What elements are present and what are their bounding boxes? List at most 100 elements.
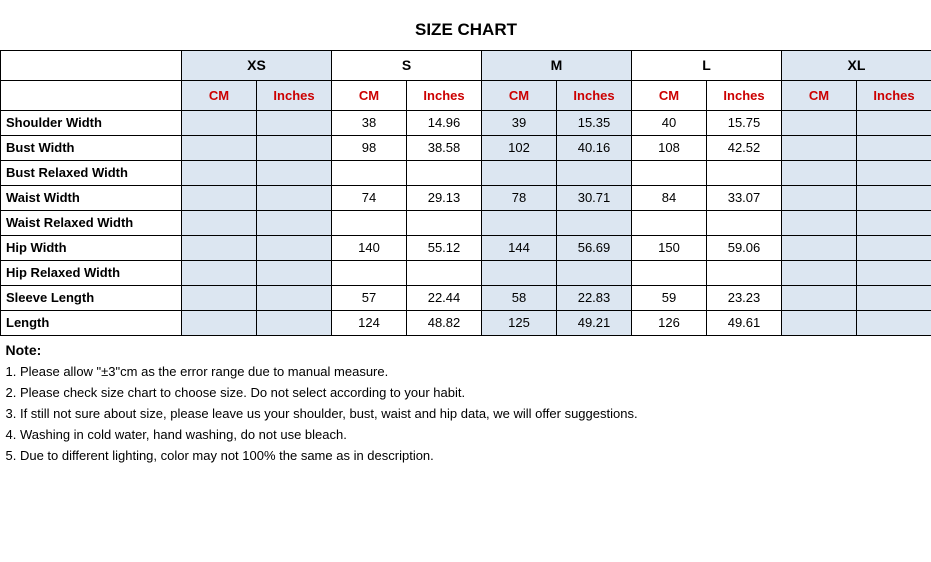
data-cell [257, 160, 332, 185]
unit-in: Inches [857, 80, 931, 110]
data-cell: 48.82 [407, 310, 482, 335]
row-label: Sleeve Length [1, 285, 182, 310]
data-cell: 58 [482, 285, 557, 310]
data-cell: 22.83 [557, 285, 632, 310]
data-cell [332, 210, 407, 235]
note-text: 1. Please allow "±3"cm as the error rang… [1, 361, 931, 382]
data-cell [707, 260, 782, 285]
unit-in: Inches [707, 80, 782, 110]
data-cell: 15.75 [707, 110, 782, 135]
data-cell [632, 210, 707, 235]
data-cell [707, 160, 782, 185]
data-cell [782, 260, 857, 285]
unit-cm: CM [632, 80, 707, 110]
data-cell: 30.71 [557, 185, 632, 210]
title-row: SIZE CHART [1, 0, 931, 50]
data-cell [632, 260, 707, 285]
blank-corner-2 [1, 80, 182, 110]
size-col-l: L [632, 50, 782, 80]
size-col-s: S [332, 50, 482, 80]
data-cell [857, 235, 931, 260]
data-cell [482, 210, 557, 235]
note-text: 3. If still not sure about size, please … [1, 403, 931, 424]
data-cell: 59 [632, 285, 707, 310]
data-cell: 14.96 [407, 110, 482, 135]
unit-cm: CM [482, 80, 557, 110]
data-cell: 84 [632, 185, 707, 210]
table-row: Length12448.8212549.2112649.61 [1, 310, 931, 335]
data-cell [257, 185, 332, 210]
note-line: 3. If still not sure about size, please … [1, 403, 931, 424]
data-cell [182, 135, 257, 160]
table-row: Waist Relaxed Width [1, 210, 931, 235]
unit-cm: CM [182, 80, 257, 110]
table-row: Waist Width7429.137830.718433.07 [1, 185, 931, 210]
data-cell [182, 260, 257, 285]
unit-header-row: CM Inches CM Inches CM Inches CM Inches … [1, 80, 931, 110]
data-cell [782, 285, 857, 310]
data-cell: 59.06 [707, 235, 782, 260]
data-cell: 33.07 [707, 185, 782, 210]
data-cell [407, 210, 482, 235]
data-cell [182, 285, 257, 310]
table-row: Hip Width14055.1214456.6915059.06 [1, 235, 931, 260]
row-label: Waist Relaxed Width [1, 210, 182, 235]
data-cell [857, 310, 931, 335]
data-cell: 56.69 [557, 235, 632, 260]
data-cell [182, 210, 257, 235]
data-cell: 49.21 [557, 310, 632, 335]
data-cell [182, 160, 257, 185]
table-row: Shoulder Width 3814.963915.354015.75 [1, 110, 931, 135]
note-text: 5. Due to different lighting, color may … [1, 445, 931, 466]
row-label: Bust Width [1, 135, 182, 160]
data-cell [182, 235, 257, 260]
data-cell: 124 [332, 310, 407, 335]
table-row: Hip Relaxed Width [1, 260, 931, 285]
data-cell [257, 285, 332, 310]
data-cell [857, 185, 931, 210]
row-label: Bust Relaxed Width [1, 160, 182, 185]
size-col-m: M [482, 50, 632, 80]
data-cell [782, 210, 857, 235]
data-cell: 126 [632, 310, 707, 335]
row-label: Hip Relaxed Width [1, 260, 182, 285]
data-cell: 22.44 [407, 285, 482, 310]
table-row: Sleeve Length5722.445822.835923.23 [1, 285, 931, 310]
data-cell: 74 [332, 185, 407, 210]
data-cell [857, 210, 931, 235]
data-cell [257, 210, 332, 235]
data-cell: 29.13 [407, 185, 482, 210]
data-cell [857, 135, 931, 160]
data-cell: 125 [482, 310, 557, 335]
note-text: 4. Washing in cold water, hand washing, … [1, 424, 931, 445]
data-cell [632, 160, 707, 185]
size-col-xl: XL [782, 50, 931, 80]
data-cell: 140 [332, 235, 407, 260]
note-text: 2. Please check size chart to choose siz… [1, 382, 931, 403]
row-label: Shoulder Width [1, 110, 182, 135]
data-cell [332, 260, 407, 285]
data-cell: 102 [482, 135, 557, 160]
note-line: 5. Due to different lighting, color may … [1, 445, 931, 466]
note-line: 4. Washing in cold water, hand washing, … [1, 424, 931, 445]
unit-cm: CM [782, 80, 857, 110]
data-cell [407, 260, 482, 285]
row-label: Waist Width [1, 185, 182, 210]
data-cell: 57 [332, 285, 407, 310]
data-cell: 40 [632, 110, 707, 135]
data-cell [557, 260, 632, 285]
data-cell [707, 210, 782, 235]
data-cell: 38 [332, 110, 407, 135]
data-cell: 39 [482, 110, 557, 135]
data-cell: 15.35 [557, 110, 632, 135]
table-row: Bust Width9838.5810240.1610842.52 [1, 135, 931, 160]
data-cell [782, 310, 857, 335]
data-cell [782, 160, 857, 185]
data-cell: 55.12 [407, 235, 482, 260]
notes-header: Note: [1, 335, 931, 361]
row-label: Hip Width [1, 235, 182, 260]
data-cell [857, 110, 931, 135]
data-cell [782, 110, 857, 135]
note-line: 2. Please check size chart to choose siz… [1, 382, 931, 403]
data-cell: 108 [632, 135, 707, 160]
